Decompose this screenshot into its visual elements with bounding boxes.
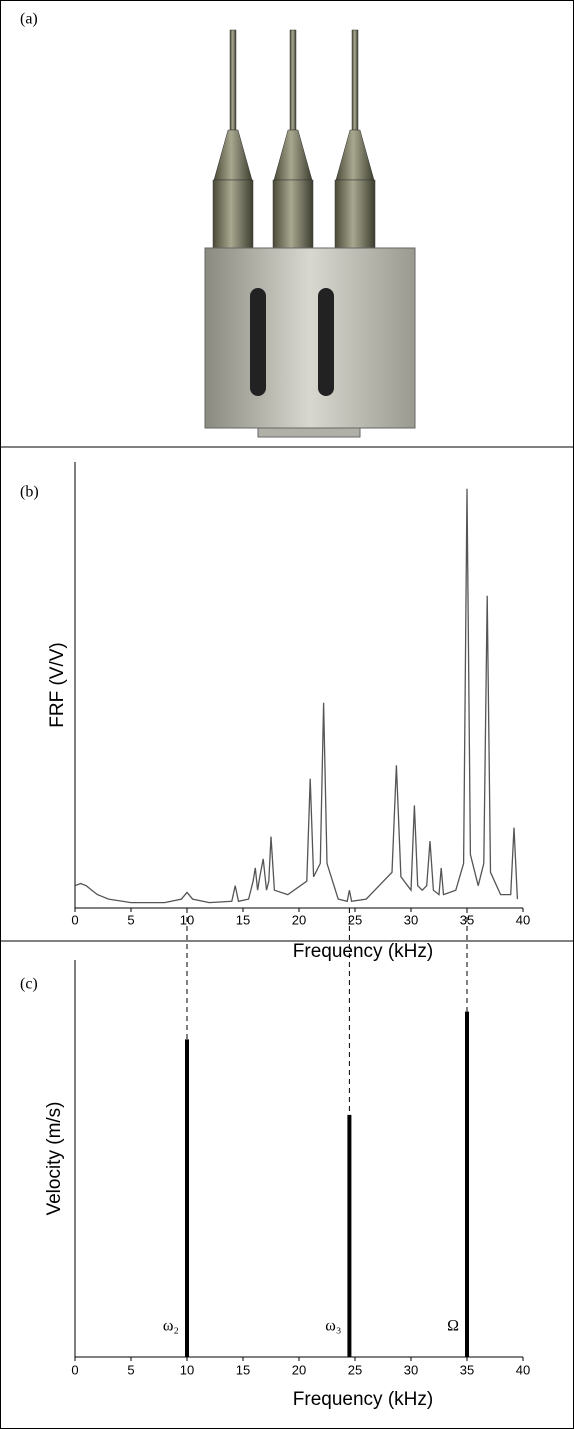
x-tick-label: 40: [516, 912, 530, 927]
frf-line: [74, 488, 519, 904]
x-tick-label: 10: [180, 1362, 194, 1377]
x-tick-label: 15: [236, 1362, 250, 1377]
x-tick-label: 20: [292, 1362, 306, 1377]
x-tick-label: 15: [236, 912, 250, 927]
device-photo: [204, 29, 416, 438]
x-tick-label: 30: [404, 912, 418, 927]
x-tick-label: 5: [127, 1362, 134, 1377]
x-tick-label: 25: [348, 1362, 362, 1377]
x-tick-label: 30: [404, 1362, 418, 1377]
stem-label: ω₃: [325, 1318, 341, 1335]
panel-label: (a): [20, 11, 38, 28]
y-axis-title: Velocity (m/s): [44, 1101, 65, 1215]
x-tick-label: 40: [516, 1362, 530, 1377]
x-tick-label: 25: [348, 912, 362, 927]
x-axis-title: Frequency (kHz): [293, 941, 433, 962]
x-tick-label: 5: [127, 912, 134, 927]
y-axis-title: FRF (V/V): [47, 642, 68, 728]
x-axis-title: Frequency (kHz): [293, 1389, 433, 1410]
x-tick-label: 0: [71, 1362, 78, 1377]
x-tick-label: 0: [71, 912, 78, 927]
x-tick-label: 35: [460, 1362, 474, 1377]
panel-label: (c): [20, 976, 38, 993]
stem-label: Ω: [447, 1318, 459, 1335]
stem-label: ω₂: [163, 1318, 179, 1335]
panel-label: (b): [20, 484, 39, 501]
x-tick-label: 20: [292, 912, 306, 927]
